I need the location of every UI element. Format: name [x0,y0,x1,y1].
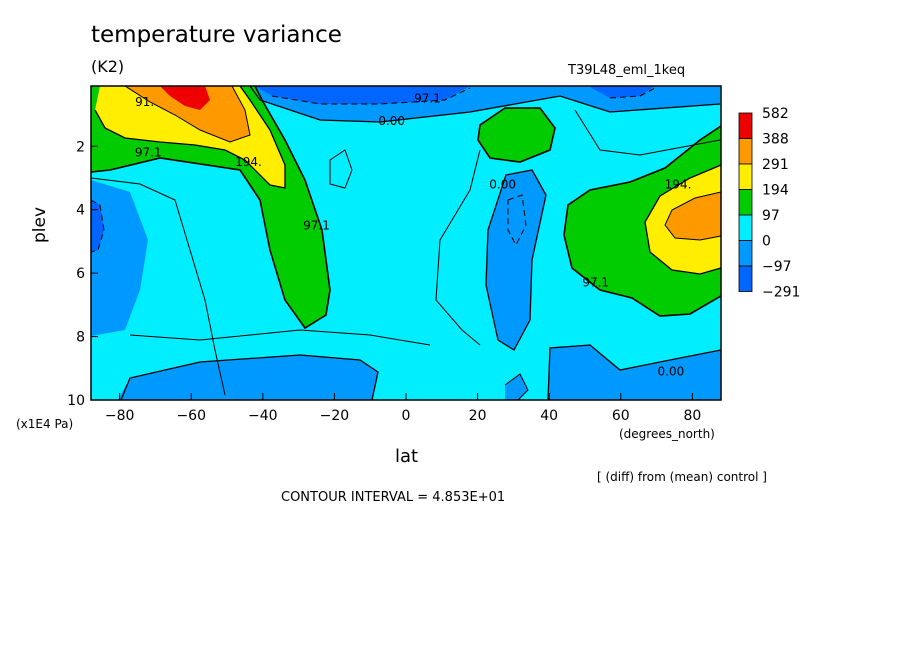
contour-lines [91,86,721,400]
contour-label: 0.00 [489,177,516,191]
run-name: T39L48_eml_1keq [568,63,686,78]
contour-line [329,149,353,189]
x-axis-label: lat [395,446,419,467]
contour-label: 194. [665,177,692,191]
contour-label: 91. [135,95,154,109]
x-axis-units: (degrees_north) [619,427,715,441]
contour-line [477,107,556,163]
contour-line [91,199,105,253]
contour-label: 194. [235,155,262,169]
diff-note: [ (diff) from (mean) control ] [597,470,767,484]
y-tick-label: 8 [76,330,85,346]
x-tick-label: 20 [469,408,487,424]
contour-label: 97.1 [303,219,330,233]
colorbar-label: 291 [762,157,789,173]
contour-line [91,177,226,396]
colorbar-label: 582 [762,106,789,122]
contour-label: 97.1 [414,92,441,106]
colorbar-label: −97 [762,259,792,275]
contour-label: 0.00 [658,364,685,378]
fill-neg-left [91,180,148,336]
chart-title: temperature variance [91,22,342,48]
contour-line [485,169,547,351]
colorbar-swatch [738,214,753,241]
contour-label-layer: 91. 97.1 194. 97.1 97.1 0.00 0.00 194. 97.1 0.00 [135,92,691,379]
colorbar-label: 194 [762,183,789,199]
contour-label: 97.1 [582,276,609,290]
contour-line [644,164,721,275]
y-tick-label: 6 [76,266,85,282]
colorbar: 582 388 291 194 97 0 −97 −291 [738,106,800,301]
contour-line [120,354,379,400]
fill-pos4-left [160,86,210,110]
fill-pos3-right [665,192,721,240]
fill-neg-islet [505,374,528,400]
contour-line [609,87,656,99]
contour-line [574,109,721,156]
colorbar-label: 388 [762,132,789,148]
colorbar-label: −291 [762,285,800,301]
x-axis-ticks: −80 −60 −40 −20 0 20 40 60 80 [105,393,701,424]
y-axis-units: (x1E4 Pa) [16,417,74,431]
contour-line [271,87,471,105]
x-tick-label: −20 [320,408,350,424]
contour-line [435,149,481,346]
colorbar-swatch [738,163,753,190]
colorbar-label: 0 [762,234,771,250]
contour-line [664,191,721,241]
x-tick-label: 40 [540,408,558,424]
contour-line [547,344,721,400]
y-axis-ticks: 2 4 6 8 10 [67,139,98,409]
x-tick-label: 60 [612,408,630,424]
x-tick-label: −40 [248,408,278,424]
contour-line [129,329,431,346]
fill-pos3-left [125,86,250,142]
x-tick-label: 0 [402,408,411,424]
fill-neg-center [486,170,546,350]
x-tick-label: −60 [176,408,206,424]
colorbar-swatch [738,189,753,216]
colorbar-swatch [738,138,753,165]
contour-interval: CONTOUR INTERVAL = 4.853E+01 [281,490,506,505]
y-tick-label: 4 [76,203,85,219]
y-tick-label: 2 [76,139,85,155]
contour-line [94,86,286,189]
colorbar-swatch [738,112,753,139]
contour-label: 0.00 [378,114,405,128]
contour-line [249,86,721,123]
contour-fill-layer: 91. 97.1 194. 97.1 97.1 0.00 0.00 194. 97.1 0.00 [91,86,721,400]
fill-neg2-top2 [588,86,655,98]
contour-line [91,86,331,330]
contour-line [124,86,251,143]
contour-line [504,373,529,400]
chart-units: (K2) [91,57,125,76]
contour-line [563,125,721,317]
fill-pos-mid [478,108,555,162]
fill-neg2-top1 [255,86,470,104]
contour-line [507,194,527,247]
colorbar-swatch [738,265,753,292]
contour-label: 97.1 [135,146,162,160]
colorbar-label: 97 [762,208,780,224]
x-tick-label: 80 [683,408,701,424]
colorbar-swatch [738,240,753,267]
fill-neg2-left [91,200,104,252]
y-tick-label: 10 [67,393,85,409]
x-tick-label: −80 [105,408,135,424]
